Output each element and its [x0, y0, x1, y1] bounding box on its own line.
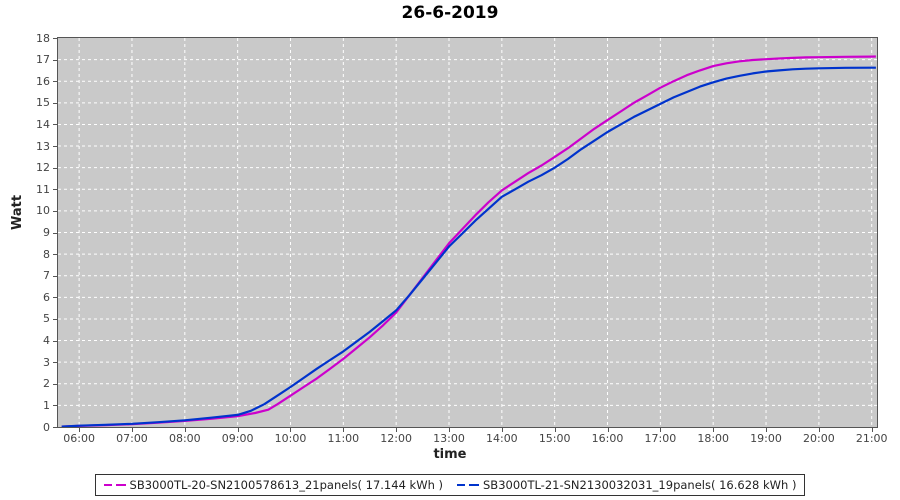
y-tick-mark — [53, 167, 57, 169]
legend-box: SB3000TL-20-SN2100578613_21panels( 17.14… — [94, 474, 806, 496]
x-tick-label: 09:00 — [221, 432, 254, 445]
x-tick-mark — [818, 428, 820, 432]
x-tick-mark — [713, 428, 715, 432]
x-tick-mark — [343, 428, 345, 432]
x-tick-mark — [131, 428, 133, 432]
x-tick-mark — [766, 428, 768, 432]
y-tick-mark — [53, 189, 57, 191]
y-tick-label: 6 — [43, 290, 50, 304]
y-tick-label: 1 — [43, 398, 50, 412]
x-tick-mark — [184, 428, 186, 432]
legend-line-marker — [103, 484, 126, 486]
x-tick-label: 14:00 — [485, 432, 518, 445]
y-tick-label: 11 — [36, 182, 50, 196]
y-tick-mark — [53, 146, 57, 148]
chart-title: 26-6-2019 — [401, 3, 499, 23]
y-axis-label: Watt — [10, 194, 25, 230]
x-tick-mark — [396, 428, 398, 432]
x-tick-mark — [554, 428, 556, 432]
y-tick-mark — [53, 232, 57, 234]
x-tick-label: 08:00 — [168, 432, 201, 445]
y-tick-mark — [53, 383, 57, 385]
x-tick-mark — [290, 428, 292, 432]
y-tick-label: 9 — [43, 226, 50, 239]
series-line-2 — [61, 66, 876, 427]
y-tick-label: 18 — [36, 31, 50, 45]
x-tick-mark — [79, 428, 81, 432]
y-tick-mark — [53, 362, 57, 364]
y-tick-label: 4 — [43, 334, 50, 348]
x-tick-label: 16:00 — [591, 432, 624, 445]
x-tick-label: 20:00 — [803, 432, 835, 445]
y-tick-mark — [53, 38, 57, 39]
y-tick-label: 3 — [43, 355, 50, 369]
plot-canvas — [58, 38, 877, 427]
x-tick-label: 10:00 — [274, 432, 307, 445]
y-tick-label: 15 — [36, 96, 50, 110]
x-tick-label: 18:00 — [697, 432, 730, 445]
y-tick-label: 16 — [36, 74, 50, 88]
x-tick-label: 06:00 — [63, 432, 95, 445]
x-tick-label: 11:00 — [327, 432, 360, 445]
y-tick-label: 0 — [43, 420, 50, 434]
legend-label: SB3000TL-21-SN2130032031_19panels( 16.62… — [483, 478, 797, 492]
y-tick-mark — [53, 427, 57, 428]
y-tick-label: 10 — [36, 204, 50, 218]
y-tick-label: 5 — [43, 312, 50, 326]
x-tick-mark — [501, 428, 503, 432]
legend-label: SB3000TL-20-SN2100578613_21panels( 17.14… — [129, 478, 443, 492]
y-tick-label: 2 — [43, 377, 50, 391]
legend: SB3000TL-20-SN2100578613_21panels( 17.14… — [0, 474, 900, 496]
series-line-1 — [61, 55, 876, 427]
y-tick-mark — [53, 59, 57, 61]
y-tick-label: 8 — [43, 247, 50, 261]
x-tick-mark — [449, 428, 450, 432]
y-tick-mark — [53, 124, 57, 126]
x-tick-label: 19:00 — [750, 432, 782, 445]
y-tick-label: 7 — [43, 269, 50, 283]
y-tick-mark — [53, 254, 57, 256]
y-tick-mark — [53, 318, 57, 320]
y-tick-label: 13 — [36, 139, 50, 153]
y-tick-mark — [53, 102, 57, 104]
x-tick-mark — [237, 428, 239, 432]
x-tick-label: 17:00 — [644, 432, 677, 445]
y-tick-mark — [53, 210, 57, 212]
y-tick-mark — [53, 340, 57, 342]
legend-item-2: SB3000TL-21-SN2130032031_19panels( 16.62… — [457, 478, 796, 492]
y-tick-mark — [53, 81, 57, 83]
y-tick-mark — [53, 297, 57, 299]
plot-area — [57, 37, 878, 428]
x-tick-label: 07:00 — [116, 432, 148, 445]
legend-item-1: SB3000TL-20-SN2100578613_21panels( 17.14… — [103, 478, 443, 492]
x-tick-label: 15:00 — [538, 432, 571, 445]
x-tick-mark — [660, 428, 662, 432]
y-tick-mark — [53, 275, 57, 277]
y-tick-label: 14 — [36, 117, 50, 131]
y-tick-label: 17 — [36, 53, 50, 67]
x-tick-label: 13:00 — [433, 432, 465, 445]
x-axis-label: time — [433, 447, 467, 462]
legend-line-marker — [457, 484, 479, 486]
y-tick-label: 12 — [36, 161, 50, 175]
y-tick-mark — [53, 405, 57, 407]
x-tick-mark — [871, 428, 873, 432]
x-tick-label: 12:00 — [380, 432, 412, 445]
x-tick-label: 21:00 — [855, 432, 888, 445]
x-tick-mark — [607, 428, 609, 432]
